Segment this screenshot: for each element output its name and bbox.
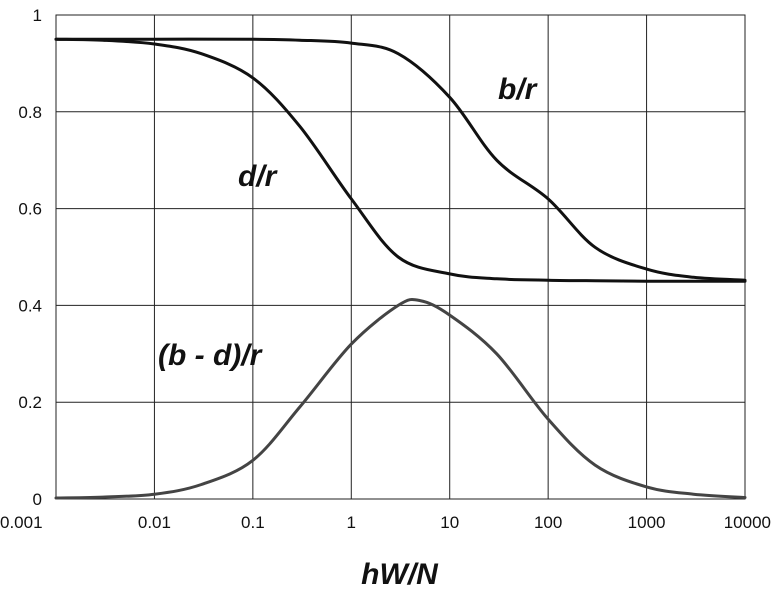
series-layer: [54, 37, 747, 500]
y-tick-label: 0.6: [18, 200, 42, 219]
x-tick-label: 100: [534, 513, 562, 532]
x-tick-label: 0.1: [241, 513, 265, 532]
y-tick-label: 0.8: [18, 103, 42, 122]
y-tick-labels: 0 0.2 0.4 0.6 0.8 1: [18, 6, 42, 509]
x-tick-labels: 0.001 0.01 0.1 1 10 100 1000 10000: [0, 513, 771, 532]
series-labels: b/r d/r (b - d)/r: [158, 73, 539, 372]
x-tick-label: 0.01: [138, 513, 171, 532]
x-axis-title: hW/N: [361, 558, 439, 589]
x-tick-label: 10000: [724, 513, 771, 532]
series-label-b-over-r: b/r: [498, 73, 539, 106]
x-tick-label: 1000: [628, 513, 666, 532]
x-tick-label: 1: [347, 513, 356, 532]
x-tick-label: 10: [440, 513, 459, 532]
series-line-b-over-r: [54, 37, 747, 282]
y-tick-label: 1: [33, 6, 42, 25]
x-tick-label: 0.001: [0, 513, 43, 532]
plot-frame: [55, 14, 746, 500]
y-tick-label: 0: [33, 490, 42, 509]
y-tick-label: 0.4: [18, 296, 42, 315]
series-line-b-minus-d-over-r: [54, 297, 747, 500]
y-tick-label: 0.2: [18, 393, 42, 412]
series-label-d-over-r: d/r: [238, 160, 279, 193]
series-line-d-over-r: [54, 37, 747, 283]
series-label-b-minus-d-over-r: (b - d)/r: [158, 339, 264, 372]
